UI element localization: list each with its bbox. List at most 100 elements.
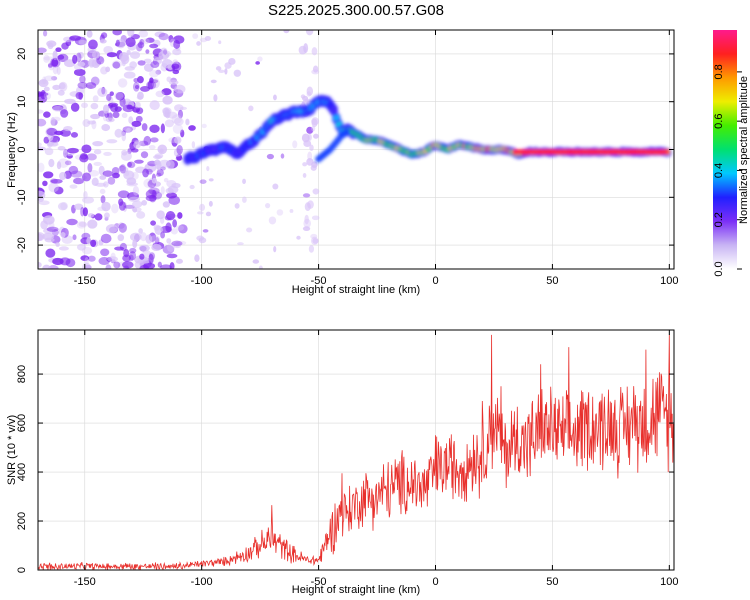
noise-blob xyxy=(126,161,136,169)
noise-blob xyxy=(66,218,78,226)
noise-blob xyxy=(112,30,123,36)
noise-blob xyxy=(52,116,61,122)
noise-blob xyxy=(109,91,114,97)
noise-blob xyxy=(199,203,206,212)
noise-blob xyxy=(302,226,311,232)
noise-blob xyxy=(127,161,132,168)
noise-blob xyxy=(63,126,73,132)
noise-blob xyxy=(82,196,95,204)
noise-blob xyxy=(105,117,115,123)
colorbar-label: Normalized spectral amplitude xyxy=(738,76,750,224)
noise-blob xyxy=(76,243,87,251)
noise-blob xyxy=(72,54,78,64)
noise-blob xyxy=(133,141,141,149)
noise-blob xyxy=(154,31,166,38)
noise-blob xyxy=(126,177,137,185)
noise-blob xyxy=(148,144,156,150)
noise-blob xyxy=(114,91,124,101)
noise-blob xyxy=(301,133,310,143)
noise-blob xyxy=(99,39,107,44)
noise-blob xyxy=(112,61,121,69)
noise-blob xyxy=(59,171,67,181)
noise-blob xyxy=(52,84,61,90)
noise-blob xyxy=(141,200,148,206)
noise-blob xyxy=(289,208,294,213)
noise-blob xyxy=(80,102,89,109)
snr-x-ticks: -150 -100 -50 0 50 100 xyxy=(74,330,679,588)
noise-blob xyxy=(91,119,97,130)
noise-blob xyxy=(224,68,228,75)
noise-blob xyxy=(107,176,116,185)
noise-blob xyxy=(57,158,69,168)
noise-blob xyxy=(166,238,172,244)
noise-blob xyxy=(233,69,242,77)
noise-blob xyxy=(140,232,147,242)
x-tick-label: -150 xyxy=(74,275,96,287)
noise-blob xyxy=(311,125,316,132)
x-tick-label: 0 xyxy=(432,576,438,588)
noise-blob xyxy=(139,264,150,269)
colorbar-tick-label: 0.2 xyxy=(713,212,725,227)
noise-blob xyxy=(310,233,318,239)
noise-blob xyxy=(194,254,200,262)
noise-blob xyxy=(135,85,140,90)
noise-blob xyxy=(56,161,62,170)
noise-blob xyxy=(136,211,146,219)
noise-blob xyxy=(298,45,307,55)
colorbar-tick-label: 0.8 xyxy=(713,64,725,79)
noise-blob xyxy=(80,206,85,217)
spectrogram-grid xyxy=(38,30,674,269)
noise-blob xyxy=(138,244,150,252)
ridge-peak-band xyxy=(512,149,670,155)
noise-blob xyxy=(302,162,308,167)
noise-blob xyxy=(117,190,130,199)
noise-blob xyxy=(77,81,88,89)
noise-blob xyxy=(273,246,277,253)
noise-blob xyxy=(160,166,166,171)
noise-blob xyxy=(87,213,95,218)
y-tick-label: 400 xyxy=(16,463,28,481)
noise-blob xyxy=(43,56,55,61)
noise-blob xyxy=(92,95,99,103)
noise-blob xyxy=(118,201,126,211)
noise-blob xyxy=(154,153,164,159)
noise-blob xyxy=(103,151,112,156)
noise-blob xyxy=(100,66,108,75)
noise-blob xyxy=(150,60,160,69)
noise-blob xyxy=(202,229,209,233)
noise-blob xyxy=(272,183,279,190)
noise-blob xyxy=(105,224,118,234)
noise-blob xyxy=(106,52,118,58)
y-tick-label: -20 xyxy=(16,237,28,253)
noise-blob xyxy=(306,126,314,134)
noise-blob xyxy=(188,125,196,131)
noise-blob xyxy=(302,95,309,102)
noise-blob xyxy=(101,201,111,212)
y-tick-label: 200 xyxy=(16,512,28,530)
noise-blob xyxy=(149,79,159,84)
ridge-branch xyxy=(343,128,351,136)
noise-blob xyxy=(69,184,78,189)
noise-blob xyxy=(255,61,260,65)
noise-blob xyxy=(159,217,165,224)
noise-blob xyxy=(145,49,150,54)
snr-series-line xyxy=(38,334,674,570)
noise-blob xyxy=(129,247,137,254)
noise-blob xyxy=(160,264,172,269)
noise-blob xyxy=(46,127,58,136)
noise-blob xyxy=(57,54,65,60)
noise-blob xyxy=(75,92,84,100)
noise-blob xyxy=(185,118,190,126)
noise-blob xyxy=(66,154,73,159)
noise-blob xyxy=(171,63,180,70)
noise-blob xyxy=(50,76,58,81)
noise-blob xyxy=(60,231,66,238)
noise-blob xyxy=(160,123,165,134)
noise-blob xyxy=(132,185,140,196)
noise-blob xyxy=(313,133,319,139)
noise-blob xyxy=(311,215,320,221)
noise-blob xyxy=(215,66,222,71)
noise-blob xyxy=(42,264,51,269)
noise-blob xyxy=(102,170,113,177)
noise-blob xyxy=(148,253,154,264)
